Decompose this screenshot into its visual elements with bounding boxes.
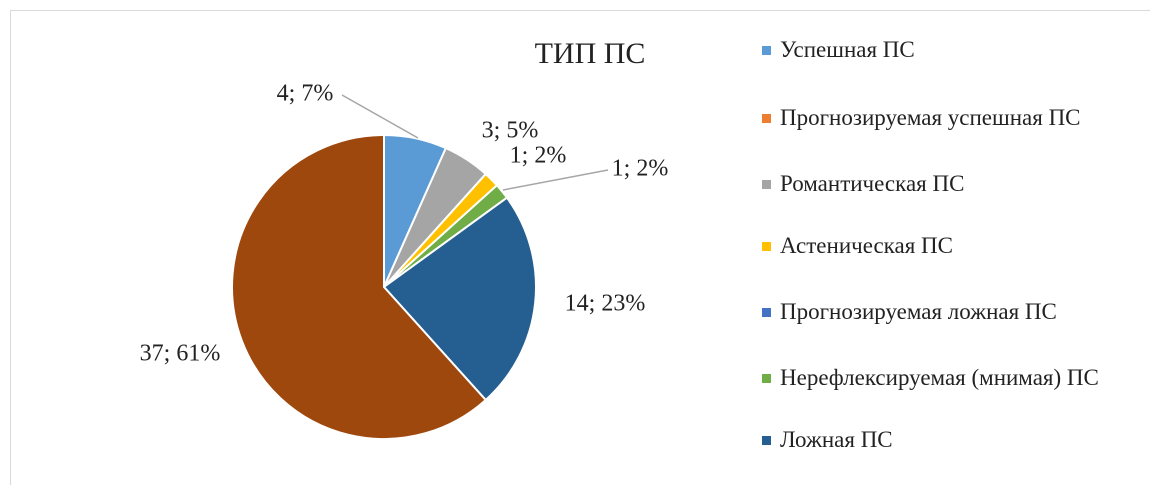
legend-swatch bbox=[762, 180, 771, 189]
legend-item: Романтическая ПС bbox=[762, 172, 1147, 196]
legend-label: Успешная ПС bbox=[780, 37, 915, 62]
legend-label: Нерефлексируемая (мнимая) ПС bbox=[780, 365, 1099, 390]
legend-swatch bbox=[762, 242, 771, 251]
legend-swatch bbox=[762, 46, 771, 55]
leader-line bbox=[502, 169, 609, 191]
legend-item: Астеническая ПС bbox=[762, 234, 1147, 258]
pie-slice bbox=[231, 133, 488, 440]
data-label: 4; 7% bbox=[277, 81, 334, 107]
data-label: 3; 5% bbox=[482, 118, 539, 144]
legend-label: Ложная ПС bbox=[780, 427, 893, 452]
chart-border bbox=[10, 10, 1150, 485]
legend-item: Прогнозируемая ложная ПС bbox=[762, 300, 1147, 324]
pie-slice bbox=[382, 196, 537, 402]
legend-item: Нерефлексируемая (мнимая) ПС bbox=[762, 366, 1147, 390]
legend-label: Романтическая ПС bbox=[780, 171, 965, 196]
leader-line bbox=[341, 94, 419, 139]
legend-label: Прогнозируемая успешная ПС bbox=[780, 105, 1081, 130]
legend-swatch bbox=[762, 374, 771, 383]
chart-title: ТИП ПС bbox=[535, 37, 646, 70]
data-label: 14; 23% bbox=[565, 291, 646, 317]
legend-swatch bbox=[762, 308, 771, 317]
legend-item: Прогнозируемая успешная ПС bbox=[762, 106, 1147, 130]
legend-label: Астеническая ПС bbox=[780, 233, 953, 258]
legend-item: Ложная ПС bbox=[762, 428, 1147, 452]
data-label: 1; 2% bbox=[612, 156, 669, 182]
data-label: 1; 2% bbox=[510, 143, 567, 169]
data-label: 37; 61% bbox=[140, 341, 221, 367]
legend-label: Прогнозируемая ложная ПС bbox=[780, 299, 1057, 324]
legend-item: Успешная ПС bbox=[762, 38, 1147, 62]
legend-swatch bbox=[762, 114, 771, 123]
legend-swatch bbox=[762, 436, 771, 445]
